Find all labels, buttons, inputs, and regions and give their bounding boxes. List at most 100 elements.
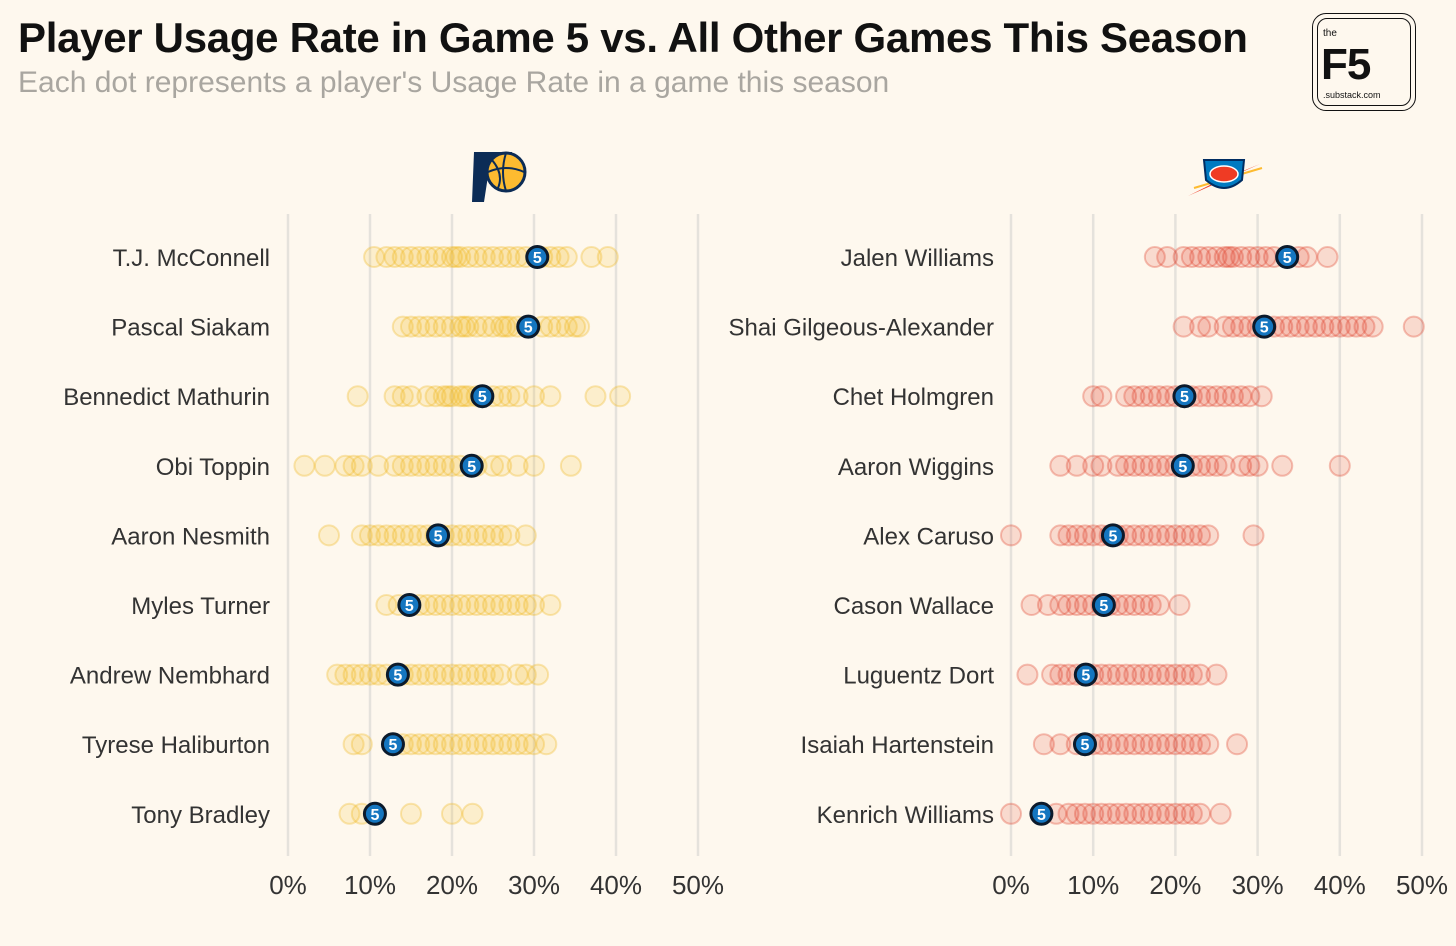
pacers-game-dot — [408, 733, 431, 756]
pacers-game-dot — [424, 733, 447, 756]
pacers-player-label: Andrew Nembhard — [70, 663, 270, 690]
thunder-x-tick-label: 20% — [1149, 870, 1201, 900]
pacers-game-dot — [449, 315, 472, 338]
pacers-game-dot — [564, 315, 586, 338]
pacers-x-tick-label: 0% — [269, 870, 307, 900]
pacers-game5-marker-label: 5 — [370, 807, 379, 824]
pacers-game-dot — [391, 315, 414, 338]
pacers-game-dot — [527, 663, 550, 686]
pacers-game-dot — [441, 733, 463, 756]
pacers-game-dot — [535, 733, 558, 756]
thunder-game-dot — [1304, 315, 1327, 338]
thunder-game5-marker-label: 5 — [1037, 807, 1046, 824]
pacers-game-dot — [416, 454, 439, 477]
thunder-game5-marker-label: 5 — [1099, 598, 1108, 615]
thunder-game5-marker — [1100, 523, 1125, 548]
pacers-game-dot — [342, 454, 365, 477]
thunder-game-dot — [1156, 246, 1179, 268]
thunder-game-dot — [1221, 385, 1244, 408]
thunder-game-dot — [1147, 663, 1170, 686]
pacers-game5-marker-label: 5 — [533, 250, 542, 267]
pacers-game-dot — [391, 385, 414, 408]
pacers-game-dot — [424, 663, 447, 686]
thunder-game-dot — [1353, 315, 1376, 338]
pacers-game-dot — [432, 663, 455, 686]
pacers-game-dot — [400, 524, 422, 547]
pacers-panel: 5 5 5 5 5 5 5 5 5 T.J. McConnell Pascal Siakam Ben… — [63, 151, 724, 900]
pacers-game-dot — [441, 802, 463, 825]
thunder-game-dot — [1337, 315, 1360, 338]
thunder-game-dot — [1049, 733, 1072, 756]
pacers-game-dot — [441, 315, 463, 338]
thunder-game-dot — [1032, 733, 1055, 756]
thunder-game-dot — [1238, 385, 1261, 408]
thunder-game-dot — [1238, 454, 1261, 477]
pacers-player-label: Myles Turner — [131, 593, 270, 620]
pacers-game-dot — [432, 385, 455, 408]
thunder-x-tick-label: 30% — [1232, 870, 1284, 900]
pacers-game-dot — [326, 663, 349, 686]
thunder-game-dot — [1156, 733, 1179, 756]
thunder-game-dot — [1036, 594, 1059, 616]
pacers-game-dot — [506, 385, 529, 408]
pacers-game5-marker-label: 5 — [434, 528, 443, 545]
pacers-game-dot — [367, 454, 390, 477]
pacers-logo-icon — [472, 151, 527, 202]
thunder-panel: 5 5 5 5 5 5 5 5 5 Jalen Williams Shai Gilgeous-Al… — [729, 159, 1448, 900]
thunder-game-dot — [1131, 594, 1154, 616]
thunder-game-dot — [1205, 663, 1228, 686]
thunder-game-dot — [1209, 802, 1232, 825]
pacers-game-dot — [506, 733, 529, 756]
thunder-player-label: Luguentz Dort — [843, 663, 994, 690]
thunder-game-dot — [1156, 524, 1179, 547]
pacers-player-label: Tyrese Haliburton — [82, 732, 270, 759]
thunder-game-dot — [1164, 524, 1187, 547]
thunder-game-dot — [1189, 733, 1212, 756]
pacers-game-dot — [441, 385, 463, 408]
pacers-game-dot — [367, 524, 390, 547]
thunder-game-dot — [1147, 524, 1170, 547]
pacers-game-dot — [473, 246, 496, 268]
thunder-player-label: Aaron Wiggins — [838, 454, 994, 481]
thunder-game-dot — [1115, 385, 1138, 408]
pacers-game-dot — [555, 246, 578, 268]
thunder-player-label: Alex Caruso — [863, 523, 994, 550]
pacers-game5-marker — [380, 732, 405, 757]
thunder-game-dot — [1147, 385, 1170, 408]
pacers-game-dot — [539, 385, 562, 408]
pacers-game-dot — [482, 594, 504, 616]
thunder-game-dot — [1312, 315, 1335, 338]
thunder-game-dot — [1082, 385, 1105, 408]
thunder-game-dot — [1197, 246, 1220, 268]
brand-logo-f5: F5 — [1321, 40, 1371, 89]
thunder-game5-marker-label: 5 — [1081, 737, 1090, 754]
thunder-player-label: Cason Wallace — [833, 593, 994, 620]
thunder-game-dot — [1139, 385, 1162, 408]
pacers-game-dot — [383, 454, 406, 477]
thunder-game-dot — [1205, 454, 1228, 477]
pacers-game-dot — [465, 524, 488, 547]
thunder-game-dot — [1213, 454, 1236, 477]
thunder-x-tick-label: 0% — [992, 870, 1030, 900]
thunder-game-dot — [1230, 246, 1253, 268]
pacers-game-dot — [359, 663, 381, 686]
pacers-game-dot — [490, 246, 513, 268]
thunder-game-dot — [1246, 454, 1269, 477]
thunder-game-dot — [1123, 385, 1146, 408]
pacers-game-dot — [482, 663, 504, 686]
thunder-game-dot — [1049, 524, 1072, 547]
thunder-game-dot — [1238, 246, 1261, 268]
pacers-game-dot — [473, 733, 496, 756]
pacers-game-dot — [375, 594, 398, 616]
pacers-game-dot — [359, 524, 381, 547]
pacers-game-dot — [457, 663, 480, 686]
thunder-game5-marker — [1072, 732, 1097, 757]
pacers-game5-markers: 5 5 5 5 5 5 5 5 5 — [362, 245, 550, 826]
pacers-player-label: Bennedict Mathurin — [63, 384, 270, 411]
thunder-game-dot — [1106, 454, 1129, 477]
thunder-game5-marker — [1091, 593, 1116, 617]
pacers-player-label: Obi Toppin — [156, 454, 270, 481]
thunder-game-dot — [1180, 733, 1203, 756]
pacers-game-dot — [453, 315, 476, 338]
pacers-game-dot — [482, 733, 504, 756]
